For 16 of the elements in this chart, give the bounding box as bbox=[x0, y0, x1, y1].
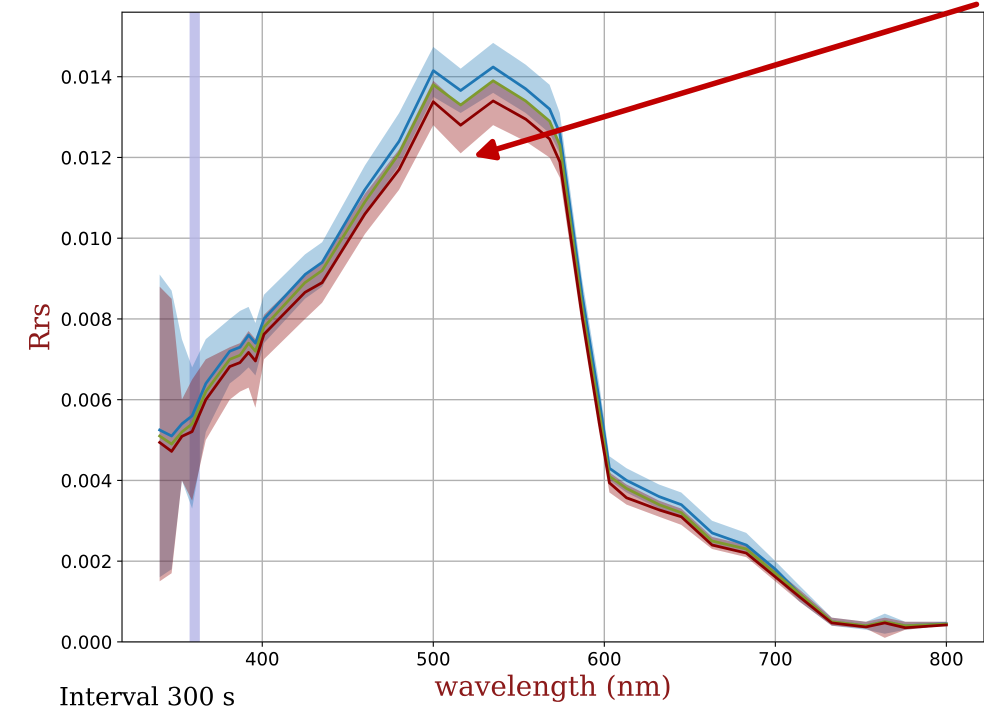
x-tick-label: 400 bbox=[246, 652, 278, 666]
x-axis-title: wavelength (nm) bbox=[434, 674, 670, 702]
x-tick-label: 800 bbox=[930, 652, 962, 666]
y-tick-label: 0.014 bbox=[62, 70, 112, 84]
y-tick-label: 0.012 bbox=[62, 150, 110, 165]
y-tick-label: 0.000 bbox=[62, 635, 112, 649]
y-axis-title: Rrs bbox=[29, 304, 50, 350]
y-tick-label: 0.002 bbox=[62, 554, 110, 568]
y-tick-label: 0.004 bbox=[62, 474, 112, 488]
text: Interval 300 s bbox=[60, 686, 234, 706]
y-tick-label: 0.006 bbox=[62, 393, 112, 407]
x-tick-label: 700 bbox=[760, 652, 792, 666]
x-tick-label: 500 bbox=[417, 652, 450, 666]
y-tick-label: 0.008 bbox=[62, 312, 112, 326]
y-tick-label: 0.010 bbox=[62, 232, 112, 246]
x-tick-label: 600 bbox=[588, 652, 620, 666]
